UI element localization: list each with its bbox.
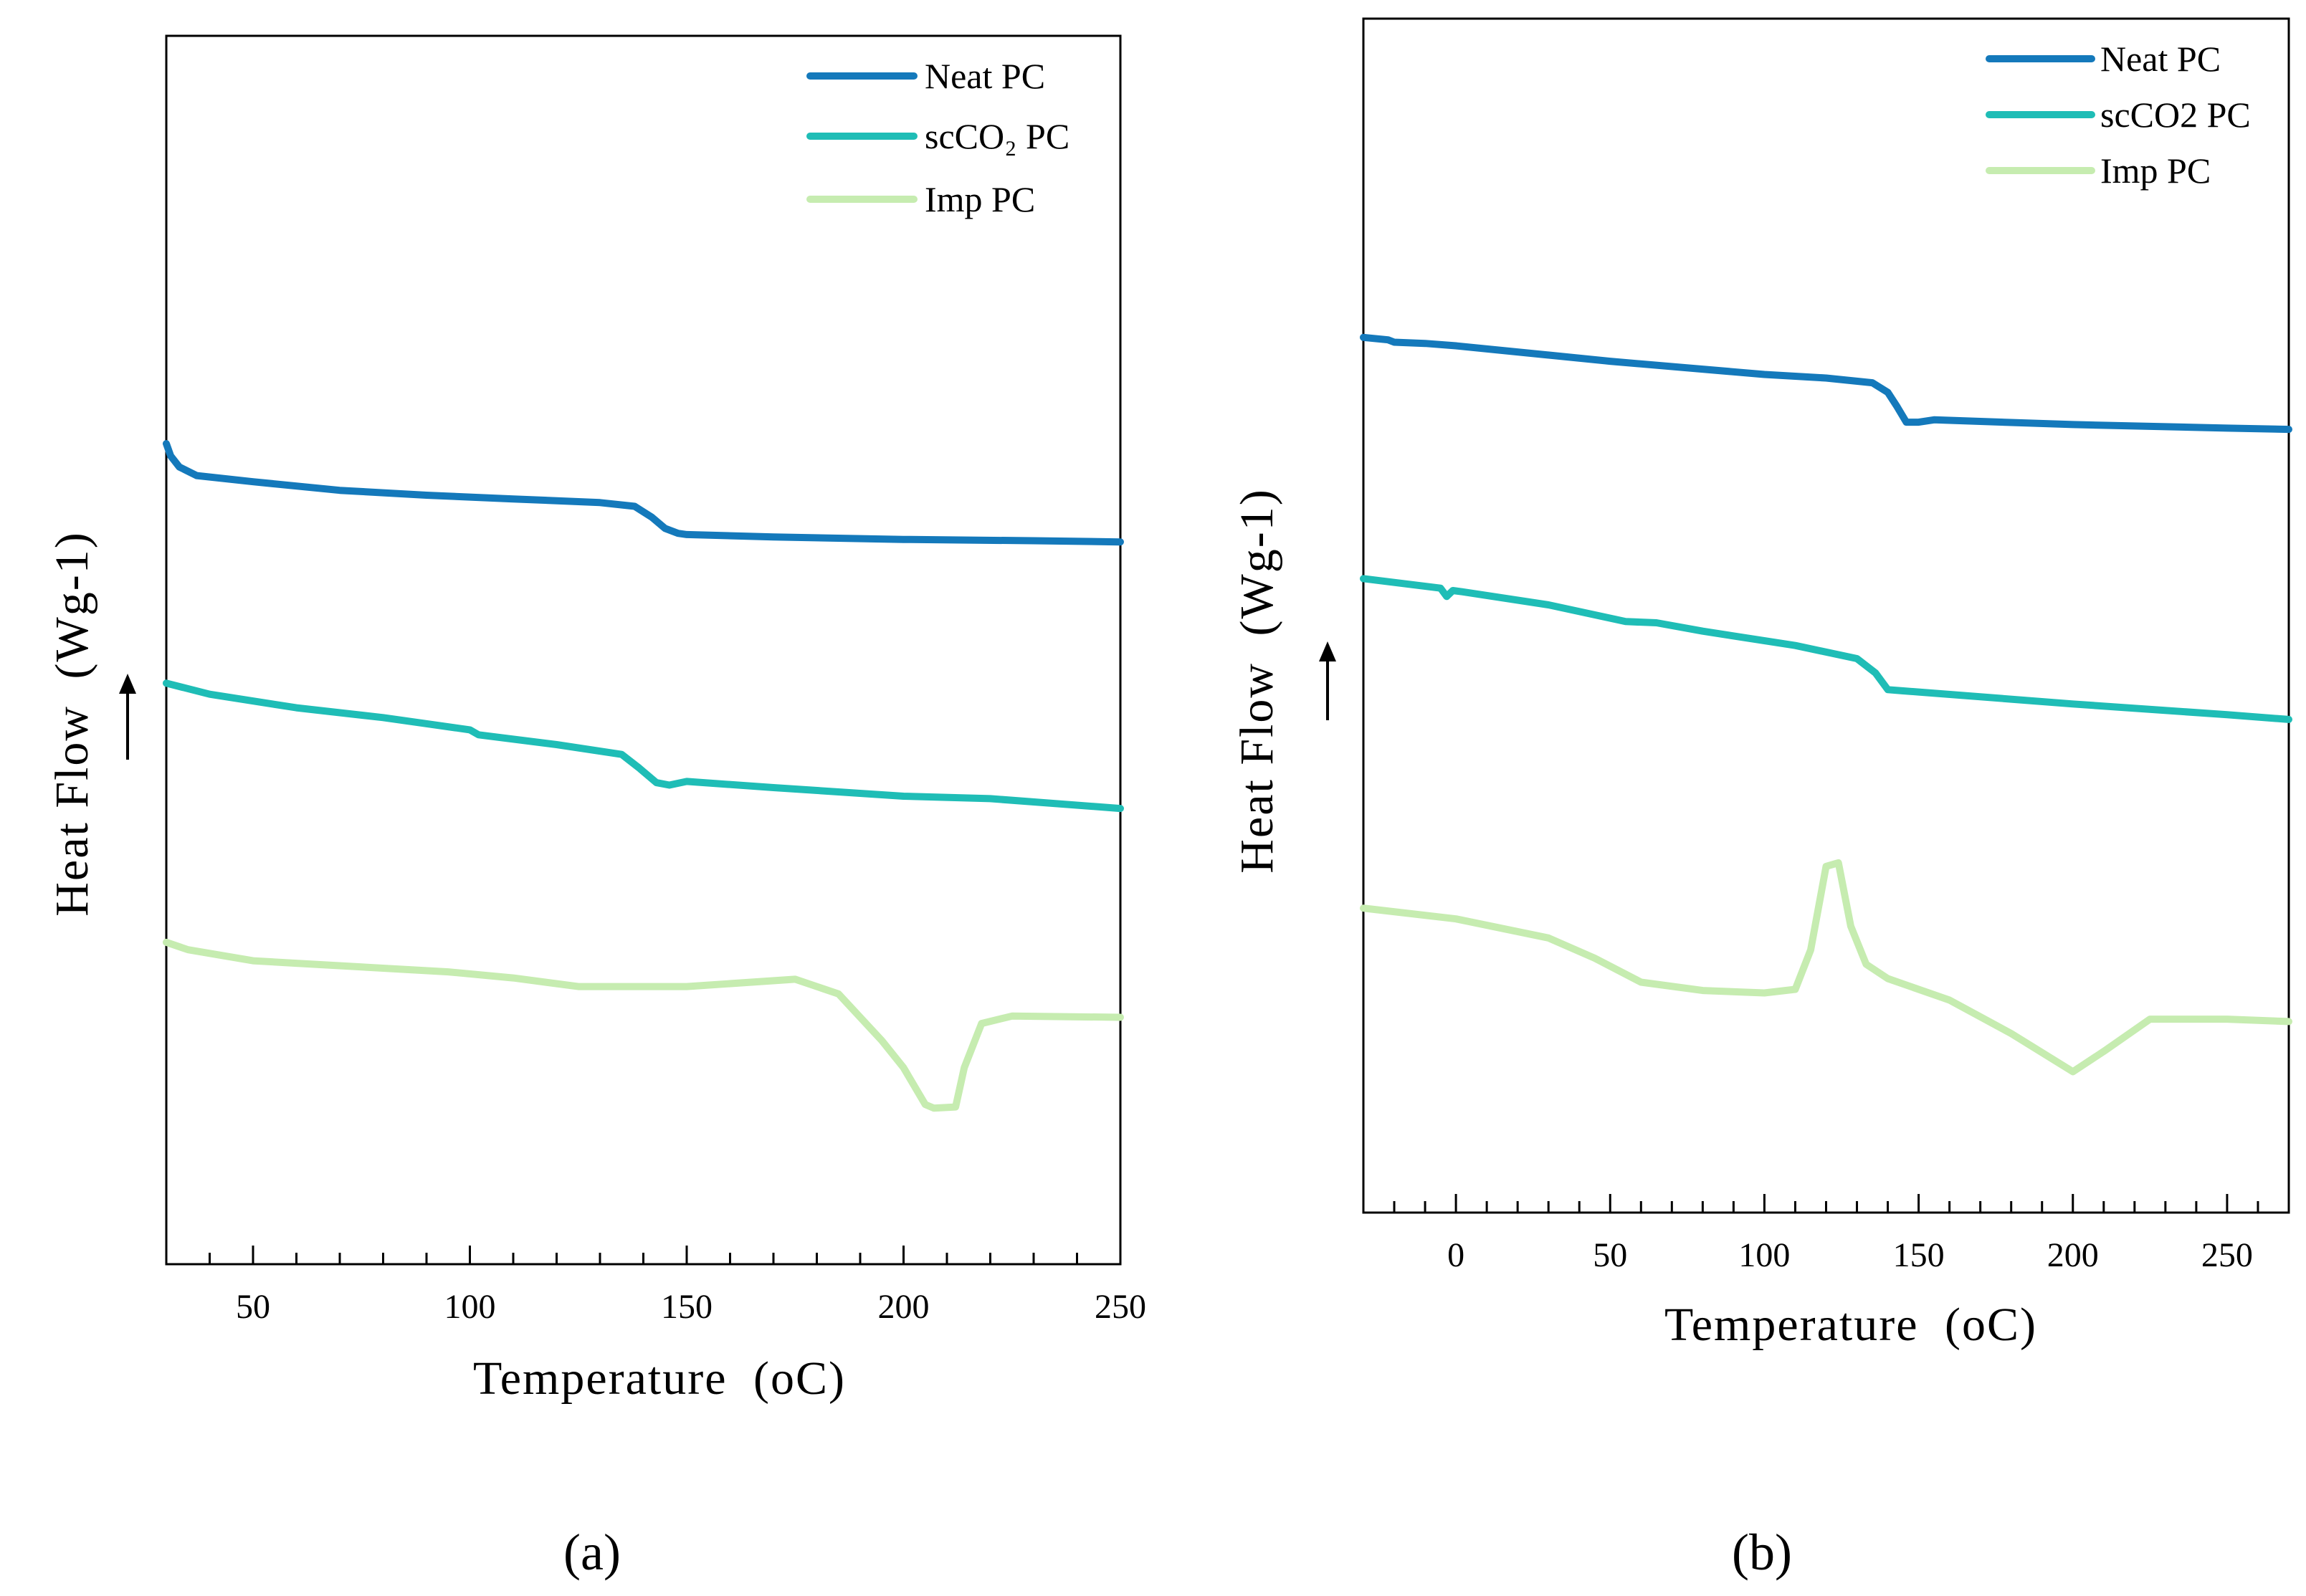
x-axis-title-main-a: Temperature [473, 1352, 728, 1405]
legend-a: Neat PC scCO₂ PC Imp PC [806, 56, 1069, 219]
series-line-scco-pc-a [163, 679, 1124, 813]
x-tick-label-b: 200 [2047, 1236, 2099, 1274]
series-line-imp-pc-a [163, 938, 1124, 1112]
x-tick-label-b: 50 [1593, 1236, 1627, 1274]
svg-text:Heat Flow (Wg-1): Heat Flow (Wg-1) [1231, 488, 1283, 874]
x-axis-title-a: Temperature (oC) [473, 1352, 846, 1405]
x-axis-tick-labels-b: 0 50 100 150 200 250 [1447, 1236, 2253, 1274]
x-axis-title-main-b: Temperature [1664, 1299, 1919, 1351]
series-line-neat-pc-a [163, 440, 1124, 546]
x-tick-label-a: 50 [236, 1288, 270, 1326]
x-tick-label-b: 150 [1893, 1236, 1945, 1274]
y-axis-title-main-b: Heat Flow [1231, 662, 1283, 874]
panel-a-chart: 50 100 150 200 250 Neat PC scCO₂ PC Imp PC T… [46, 34, 1146, 1581]
x-tick-label-a: 250 [1095, 1288, 1146, 1326]
x-tick-label-b: 0 [1447, 1236, 1464, 1274]
x-axis-title-b: Temperature (oC) [1664, 1299, 2037, 1351]
x-axis-tick-labels-a: 50 100 150 200 250 [236, 1288, 1146, 1326]
plot-area-frame-b [1362, 17, 2290, 1214]
legend-label-scco2-pc-a: scCO₂ PC [925, 116, 1069, 156]
panel-label-b: (b) [1732, 1524, 1792, 1581]
series-line-neat-pc-b [1360, 333, 2292, 434]
legend-label-imp-pc-a: Imp PC [925, 179, 1035, 219]
x-tick-label-b: 100 [1738, 1236, 1790, 1274]
x-axis-ticks-a [165, 1246, 1122, 1264]
legend-label-scco2-pc-b: scCO2 PC [2100, 95, 2251, 135]
y-axis-title-unit-b: (Wg-1) [1231, 488, 1283, 636]
panel-label-a: (a) [563, 1524, 621, 1581]
y-axis-title-b: Heat Flow (Wg-1) [1231, 488, 1283, 874]
series-line-imp-pc-b [1360, 859, 2292, 1076]
x-axis-title-unit-b: (oC) [1945, 1299, 2037, 1351]
y-axis-title-main-a: Heat Flow [46, 705, 98, 917]
x-tick-label-b: 250 [2201, 1236, 2253, 1274]
svg-text:Heat Flow (Wg-1): Heat Flow (Wg-1) [46, 531, 98, 917]
y-axis-title-unit-a: (Wg-1) [46, 531, 98, 679]
legend-label-neat-pc-b: Neat PC [2100, 39, 2221, 79]
legend-b: Neat PC scCO2 PC Imp PC [1986, 39, 2251, 191]
series-group-b [1360, 333, 2292, 1076]
y-axis-arrow-b [1319, 641, 1336, 720]
y-axis-arrow-a [119, 674, 136, 760]
panel-b-chart: 0 50 100 150 200 250 Neat PC scCO2 PC Imp PC … [1231, 17, 2292, 1581]
legend-label-neat-pc-a: Neat PC [925, 56, 1045, 96]
y-axis-title-a: Heat Flow (Wg-1) [46, 531, 98, 917]
plot-area-frame-a [165, 34, 1122, 1266]
x-axis-title-unit-a: (oC) [753, 1352, 846, 1405]
legend-label-imp-pc-b: Imp PC [2100, 150, 2211, 191]
x-tick-label-a: 200 [878, 1288, 930, 1326]
x-tick-label-a: 100 [444, 1288, 496, 1326]
series-line-scco2-pc-b [1360, 575, 2292, 723]
x-tick-label-a: 150 [661, 1288, 713, 1326]
x-axis-ticks-b [1362, 1194, 2290, 1213]
series-group-a [163, 440, 1124, 1112]
